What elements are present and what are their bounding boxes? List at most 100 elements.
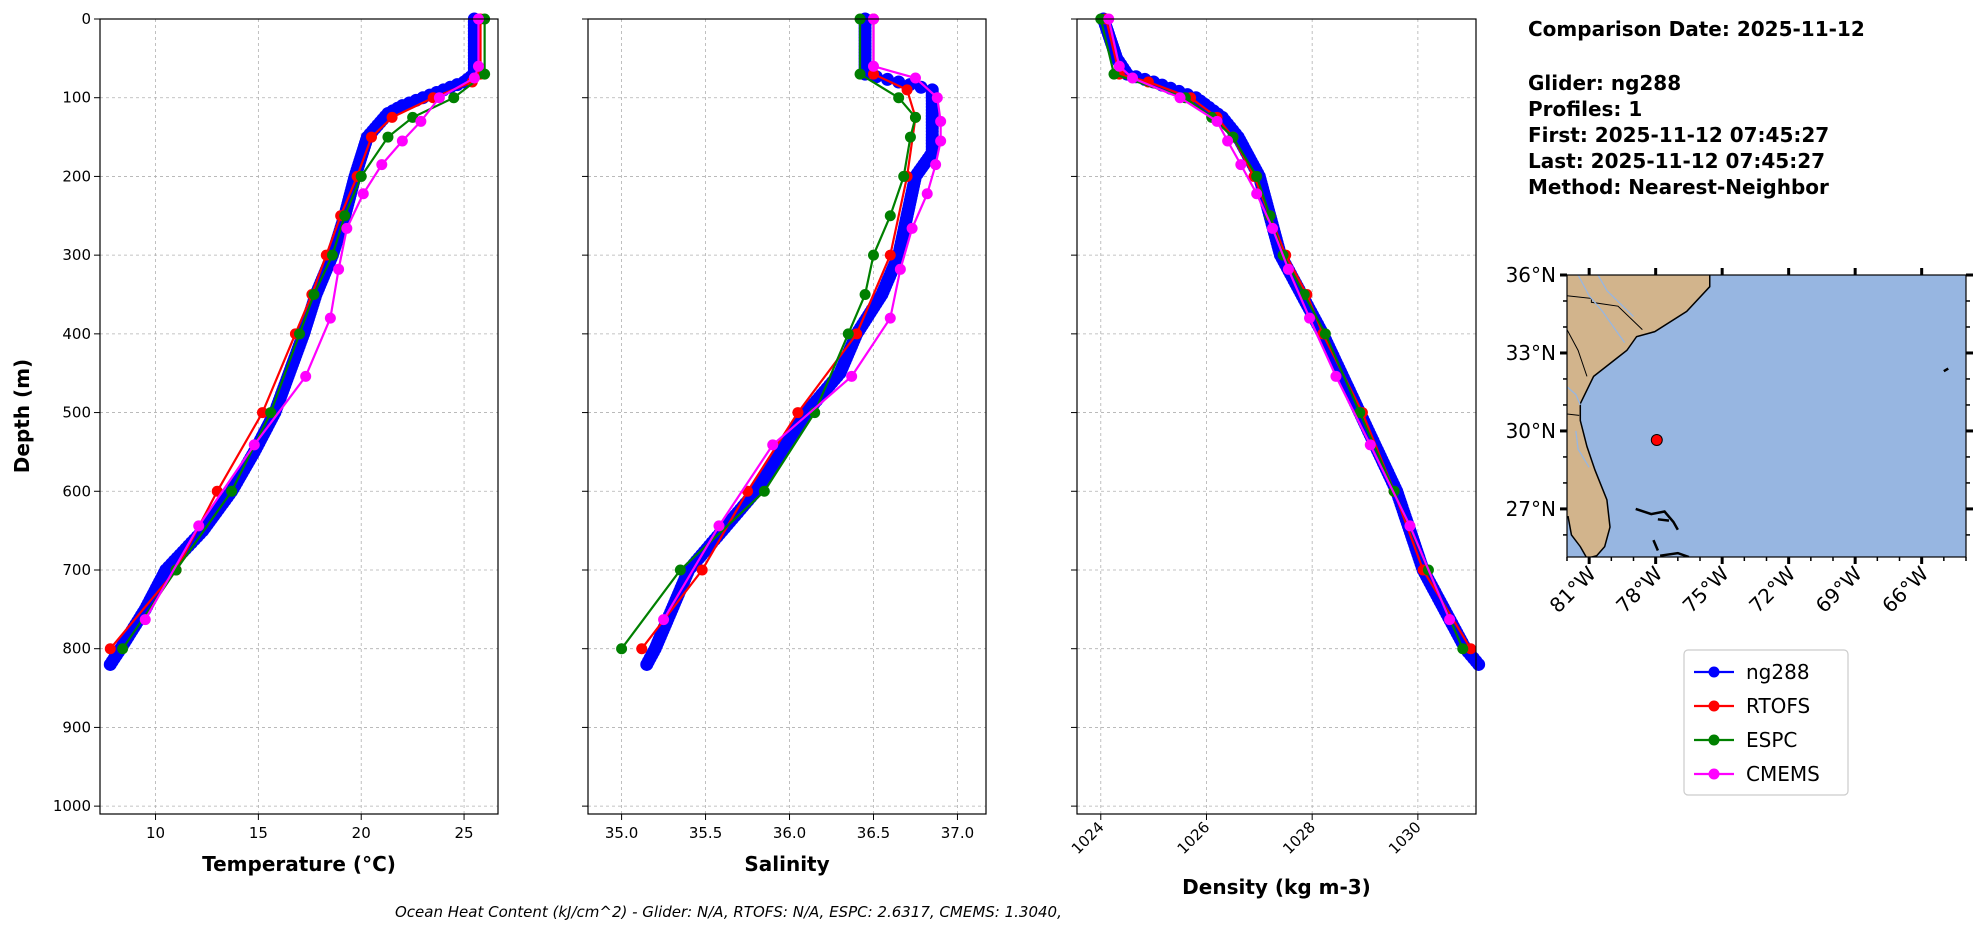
data-point-ESPC xyxy=(909,111,921,123)
x-tick-label: 1026 xyxy=(1174,818,1214,858)
legend: ng288 RTOFS ESPC CMEMS xyxy=(1683,649,1849,796)
data-point-CMEMS xyxy=(935,135,947,147)
data-point-CMEMS xyxy=(935,115,947,127)
data-point-ESPC xyxy=(904,131,916,143)
data-point-CMEMS xyxy=(333,263,345,275)
lon-tick-label: 69°W xyxy=(1811,561,1867,617)
x-tick-label: 37.0 xyxy=(941,824,974,842)
plot-frame xyxy=(1076,18,1477,815)
info-text: Comparison Date: 2025-11-12 Glider: ng28… xyxy=(1528,17,1865,199)
lat-tick-label: 27°N xyxy=(1506,497,1556,521)
legend-item-ng288: ng288 xyxy=(1694,660,1810,684)
data-point-RTOFS xyxy=(901,84,913,96)
y-tick-label: 100 xyxy=(62,89,91,107)
data-point-ESPC xyxy=(758,485,770,497)
data-point-CMEMS xyxy=(931,92,943,104)
series-ESPC xyxy=(117,13,491,655)
data-point-CMEMS xyxy=(415,115,427,127)
data-point-ESPC xyxy=(1108,68,1120,80)
data-point-ESPC xyxy=(1354,407,1366,419)
data-point-RTOFS xyxy=(867,68,879,80)
data-point-CMEMS xyxy=(906,222,918,234)
location-map: 36°N 33°N 30°N 27°N 81°W 78°W 75°W 72°W 69°W 66°W xyxy=(1506,263,1973,618)
legend-item-CMEMS: CMEMS xyxy=(1694,762,1820,786)
x-tick-label: 1024 xyxy=(1068,818,1108,858)
data-point-RTOFS xyxy=(851,328,863,340)
lon-tick-label: 78°W xyxy=(1611,561,1667,617)
data-point-ESPC xyxy=(898,170,910,182)
data-point-CMEMS xyxy=(921,188,933,200)
profiles-count: Profiles: 1 xyxy=(1528,97,1642,121)
lon-tick-label: 66°W xyxy=(1877,561,1933,617)
data-point-CMEMS xyxy=(658,614,670,626)
panel-2: 1024 1026 1028 1030 Density (kg m-3) xyxy=(1068,12,1486,899)
data-point-RTOFS xyxy=(696,564,708,576)
y-tick-label: 400 xyxy=(62,325,91,343)
data-point-CMEMS xyxy=(846,370,858,382)
data-point-CMEMS xyxy=(472,60,484,72)
legend-item-RTOFS: RTOFS xyxy=(1694,694,1810,718)
data-point-CMEMS xyxy=(248,439,260,451)
land xyxy=(1567,275,1711,557)
data-point-ESPC xyxy=(117,643,129,655)
legend-frame xyxy=(1683,649,1849,796)
data-point-CMEMS xyxy=(884,312,896,324)
data-point-ESPC xyxy=(884,210,896,222)
y-axis-label: Depth (m) xyxy=(10,359,34,473)
x-tick-label: 35.0 xyxy=(605,824,638,842)
legend-label: CMEMS xyxy=(1746,762,1820,786)
data-point-CMEMS xyxy=(1444,614,1456,626)
series-ESPC xyxy=(616,13,921,655)
data-point-RTOFS xyxy=(636,643,648,655)
data-point-CMEMS xyxy=(1330,370,1342,382)
legend-label: ng288 xyxy=(1746,660,1810,684)
y-tick-label: 900 xyxy=(62,718,91,736)
legend-marker xyxy=(1708,768,1720,780)
data-point-ESPC xyxy=(339,210,351,222)
data-point-ESPC xyxy=(1319,328,1331,340)
data-point-CMEMS xyxy=(909,72,921,84)
glider-name: Glider: ng288 xyxy=(1528,71,1681,95)
data-point-CMEMS xyxy=(1235,159,1247,171)
data-point-CMEMS xyxy=(139,614,151,626)
data-point-CMEMS xyxy=(300,370,312,382)
data-point-CMEMS xyxy=(1174,92,1186,104)
y-tick-label: 0 xyxy=(81,10,91,28)
series-line-RTOFS xyxy=(640,19,917,650)
island xyxy=(1657,518,1670,522)
data-point-ESPC xyxy=(893,92,905,104)
data-point-CMEMS xyxy=(468,72,480,84)
y-tick-label: 500 xyxy=(62,404,91,422)
x-tick-label: 36.5 xyxy=(857,824,890,842)
data-point-ESPC xyxy=(859,288,871,300)
river xyxy=(1577,275,1626,343)
ocean-heat-content-footer: Ocean Heat Content (kJ/cm^2) - Glider: N… xyxy=(395,903,1062,921)
data-point-CMEMS xyxy=(396,135,408,147)
data-point-ESPC xyxy=(1457,643,1469,655)
x-axis-label: Density (kg m-3) xyxy=(1182,875,1371,899)
data-point-CMEMS xyxy=(1126,72,1138,84)
series-line-CMEMS xyxy=(662,19,942,621)
series-line-ESPC xyxy=(121,19,486,650)
data-point-ESPC xyxy=(1251,170,1263,182)
legend-marker xyxy=(1708,666,1720,678)
data-point-RTOFS xyxy=(792,407,804,419)
series-CMEMS xyxy=(139,13,484,626)
data-point-CMEMS xyxy=(1304,312,1316,324)
data-point-CMEMS xyxy=(930,159,942,171)
data-point-RTOFS xyxy=(366,131,378,143)
x-tick-label: 20 xyxy=(352,824,371,842)
data-point-CMEMS xyxy=(1404,520,1416,532)
y-tick-label: 200 xyxy=(62,167,91,185)
x-axis-label: Salinity xyxy=(744,852,829,876)
y-tick-label: 700 xyxy=(62,561,91,579)
x-tick-label: 1028 xyxy=(1279,818,1319,858)
data-point-CMEMS xyxy=(767,439,779,451)
x-tick-label: 10 xyxy=(146,824,165,842)
state-border xyxy=(1567,329,1588,377)
data-point-CMEMS xyxy=(894,263,906,275)
island xyxy=(1943,367,1949,373)
data-point-ESPC xyxy=(170,564,182,576)
x-tick-label: 36.0 xyxy=(773,824,806,842)
